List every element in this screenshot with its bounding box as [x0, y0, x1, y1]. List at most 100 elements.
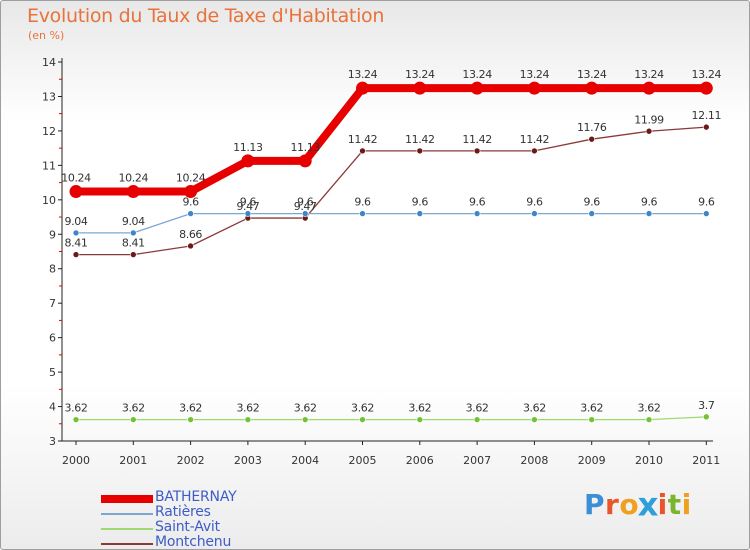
- data-label: 9.6: [354, 196, 371, 209]
- data-label: 10.24: [119, 172, 149, 185]
- logo-letter: i: [681, 488, 692, 521]
- data-point: [301, 210, 309, 217]
- data-point: [130, 229, 137, 237]
- data-label: 12.11: [692, 109, 722, 122]
- legend-label: Montchenu: [155, 534, 232, 550]
- series-saint-avit: 3.62 3.62 3.62 3.62 3.62 3.62 3.62 3.62 3.62 3.62…: [65, 399, 715, 423]
- data-label: 9.6: [297, 196, 314, 209]
- data-label: 11.42: [520, 133, 550, 146]
- data-point: [187, 242, 194, 250]
- y-tick-label: 9: [49, 228, 56, 241]
- data-point: [244, 416, 252, 423]
- y-tick-label: 14: [42, 56, 56, 69]
- data-point: [187, 210, 194, 217]
- data-point: [301, 416, 309, 423]
- series-line: [76, 84, 707, 196]
- data-point: [244, 210, 252, 217]
- x-tick-label: 2011: [692, 454, 720, 467]
- data-point: [702, 123, 710, 131]
- data-label: 3.62: [580, 402, 603, 415]
- data-point: [416, 416, 424, 423]
- data-label: 9.6: [584, 196, 601, 209]
- data-point: [184, 185, 198, 199]
- x-tick-label: 2003: [234, 454, 262, 467]
- data-label: 9.47: [294, 200, 317, 213]
- data-point: [645, 210, 653, 217]
- data-point: [473, 416, 481, 423]
- legend-swatch: [101, 513, 153, 515]
- x-tick-label: 2008: [520, 454, 548, 467]
- data-point: [473, 210, 481, 217]
- data-label: 3.62: [638, 402, 661, 415]
- data-point: [699, 81, 713, 95]
- series-line: [76, 212, 707, 234]
- data-point: [642, 81, 656, 95]
- x-tick-label: 2005: [349, 454, 377, 467]
- data-label: 13.24: [634, 68, 664, 81]
- data-point: [359, 416, 366, 423]
- data-label: 13.24: [577, 68, 607, 81]
- data-label: 11.99: [634, 113, 664, 126]
- data-label: 3.7: [698, 399, 715, 412]
- data-point: [588, 135, 596, 143]
- x-tick-label: 2004: [291, 454, 319, 467]
- legend-label: BATHERNAY: [155, 489, 237, 505]
- data-label: 3.62: [466, 402, 489, 415]
- data-label: 9.6: [412, 196, 429, 209]
- data-point: [531, 416, 538, 423]
- data-point: [413, 81, 427, 95]
- data-label: 8.41: [65, 237, 88, 250]
- data-point: [356, 81, 369, 95]
- y-tick-label: 4: [49, 401, 56, 414]
- data-label: 3.62: [236, 402, 259, 415]
- data-label: 9.6: [698, 196, 715, 209]
- data-label: 9.6: [526, 196, 543, 209]
- data-point: [588, 416, 596, 423]
- data-label: 9.6: [641, 196, 658, 209]
- data-label: 11.42: [348, 133, 378, 146]
- data-point: [527, 81, 541, 95]
- data-label: 9.04: [122, 215, 145, 228]
- x-tick-label: 2010: [635, 454, 663, 467]
- data-label: 8.66: [179, 228, 202, 241]
- y-tick-label: 13: [42, 90, 56, 103]
- axes: 3 4 5 6 7 8 9 10 11 12 13 14 2000 2001 2002 2003 2004 200…: [42, 56, 720, 467]
- data-point: [72, 251, 80, 258]
- y-tick-label: 12: [42, 125, 56, 138]
- data-point: [470, 81, 484, 95]
- data-point: [359, 210, 366, 217]
- data-point: [702, 413, 710, 421]
- data-label: 3.62: [65, 402, 88, 415]
- data-point: [130, 416, 137, 423]
- data-label: 3.62: [294, 402, 317, 415]
- chart-subtitle: (en %): [28, 29, 65, 42]
- data-label: 13.24: [692, 68, 722, 81]
- y-tick-label: 3: [49, 435, 56, 448]
- data-point: [702, 210, 710, 217]
- data-label: 11.13: [290, 141, 320, 154]
- data-point: [645, 127, 653, 135]
- data-point: [69, 185, 83, 199]
- data-point: [72, 229, 80, 237]
- data-label: 9.6: [182, 196, 199, 209]
- logo-letter: o: [619, 488, 640, 521]
- x-tick-label: 2001: [119, 454, 147, 467]
- logo-letter: P: [584, 488, 606, 521]
- y-tick-label: 8: [49, 263, 56, 276]
- data-label: 8.41: [122, 237, 145, 250]
- data-label: 10.24: [176, 172, 206, 185]
- data-point: [416, 147, 424, 155]
- data-point: [416, 210, 424, 217]
- y-tick-label: 6: [49, 332, 56, 345]
- data-label: 13.24: [348, 68, 378, 81]
- data-point: [473, 147, 481, 155]
- data-point: [585, 81, 599, 95]
- legend-swatch: [101, 543, 153, 545]
- x-tick-label: 2009: [578, 454, 606, 467]
- x-tick-label: 2006: [406, 454, 434, 467]
- data-label: 10.24: [61, 172, 91, 185]
- data-label: 13.24: [462, 68, 492, 81]
- logo-letter: t: [667, 488, 682, 521]
- data-point: [187, 416, 194, 423]
